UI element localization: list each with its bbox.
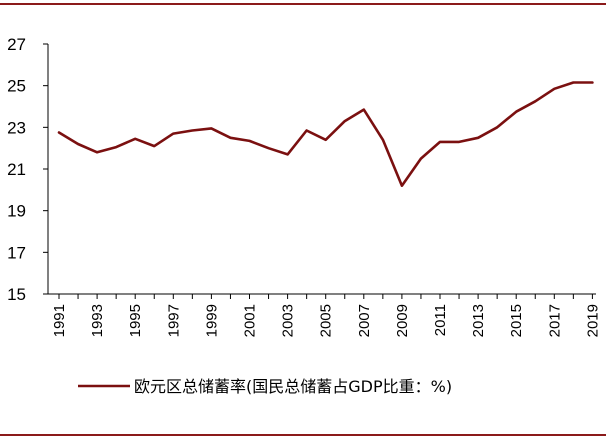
x-tick-label: 1993 xyxy=(89,304,106,337)
x-tick-label: 1991 xyxy=(51,304,68,337)
y-axis-ticks: 15 17 19 21 23 25 27 xyxy=(7,35,48,304)
y-tick-label: 23 xyxy=(7,118,26,137)
x-tick-label: 1997 xyxy=(165,304,182,337)
y-tick-label: 19 xyxy=(7,202,26,221)
axes xyxy=(47,44,596,295)
y-tick-label: 15 xyxy=(7,285,26,304)
x-tick-label: 2009 xyxy=(394,304,411,337)
y-tick-label: 27 xyxy=(7,35,26,54)
series-group xyxy=(57,81,594,187)
x-tick-label: 1995 xyxy=(127,304,144,337)
x-tick-label: 2005 xyxy=(318,304,335,337)
x-tick-label: 1999 xyxy=(203,304,220,337)
y-tick-label: 21 xyxy=(7,160,26,179)
y-tick-label: 25 xyxy=(7,77,26,96)
x-tick-label: 2001 xyxy=(242,304,259,337)
bottom-border-rule xyxy=(0,434,606,436)
x-tick-label: 2011 xyxy=(432,304,449,336)
y-tick-label: 17 xyxy=(7,243,26,262)
x-tick-label: 2015 xyxy=(508,304,525,337)
x-tick-label: 2019 xyxy=(584,304,601,337)
x-tick-label: 2003 xyxy=(280,304,297,337)
x-tick-label: 2013 xyxy=(470,304,487,337)
x-axis-ticks: 1991 1993 1995 1997 1999 2001 2003 2005 2007 2009… xyxy=(51,294,601,337)
series-line-0 xyxy=(57,81,594,187)
top-border-rule xyxy=(0,3,606,5)
x-tick-label: 2017 xyxy=(546,304,563,337)
legend-label: 欧元区总储蓄率(国民总储蓄占GDP比重：%) xyxy=(134,377,452,396)
legend: 欧元区总储蓄率(国民总储蓄占GDP比重：%) xyxy=(78,377,452,396)
x-tick-label: 2007 xyxy=(356,304,373,337)
